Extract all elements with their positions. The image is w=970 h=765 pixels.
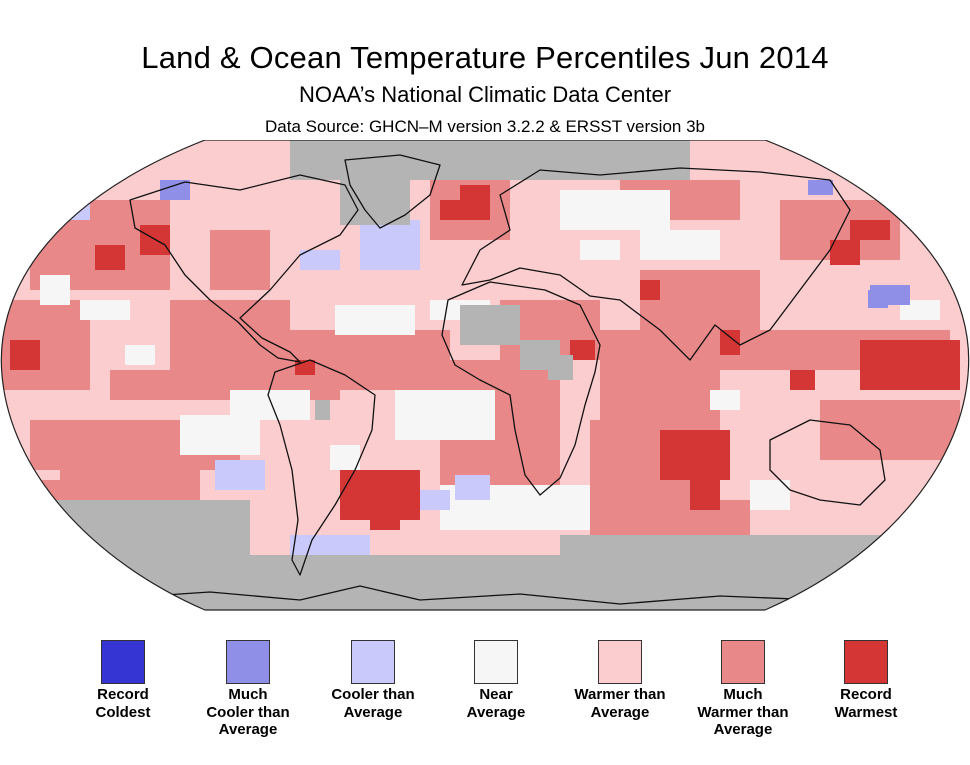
antarctica-outline bbox=[119, 585, 871, 606]
no-data-cell bbox=[340, 175, 410, 225]
percentile-grid bbox=[1, 140, 969, 610]
continent-outlines bbox=[119, 154, 886, 606]
record-warmest-cell bbox=[860, 340, 960, 390]
record-warmest-cell bbox=[690, 470, 720, 510]
north-america-outline bbox=[129, 174, 359, 363]
near-average-cell bbox=[40, 275, 70, 305]
legend-label: Cooler than Average bbox=[331, 686, 415, 721]
legend-swatch bbox=[226, 640, 270, 684]
no-data-cell bbox=[460, 305, 520, 345]
map-subtitle: NOAA’s National Climatic Data Center bbox=[298, 82, 672, 107]
cooler-cell bbox=[60, 200, 90, 220]
record-warmest-cell bbox=[790, 370, 815, 390]
legend-near-average: Near Average bbox=[431, 640, 561, 721]
legend-label: Record Coldest bbox=[95, 686, 151, 721]
near-average-cell bbox=[180, 415, 260, 455]
much-warmer-cell bbox=[820, 400, 960, 460]
greenland-outline bbox=[344, 154, 441, 229]
near-average-cell bbox=[580, 240, 620, 260]
legend-swatch bbox=[598, 640, 642, 684]
legend-cooler: Cooler than Average bbox=[308, 640, 438, 721]
much-cooler-cell bbox=[870, 285, 910, 305]
near-average-cell bbox=[230, 390, 310, 420]
record-warmest-cell bbox=[460, 185, 490, 220]
legend-label: Much Cooler than Average bbox=[206, 686, 290, 738]
legend-label: Record Warmest bbox=[834, 686, 898, 721]
much-cooler-cell bbox=[160, 180, 190, 200]
no-data-cell bbox=[548, 355, 573, 380]
record-warmest-cell bbox=[10, 340, 40, 370]
much-warmer-cell bbox=[210, 230, 270, 290]
legend-swatch bbox=[844, 640, 888, 684]
legend: Record Coldest Much Cooler than Average … bbox=[0, 640, 970, 765]
australia-outline bbox=[769, 419, 886, 506]
cooler-cell bbox=[455, 475, 490, 500]
record-warmest-cell bbox=[95, 245, 125, 270]
near-average-cell bbox=[125, 345, 155, 365]
near-average-cell bbox=[330, 445, 360, 470]
map-title: Land & Ocean Temperature Percentiles Jun… bbox=[141, 40, 829, 75]
near-average-cell bbox=[395, 390, 495, 440]
record-warmest-cell bbox=[830, 240, 860, 265]
legend-much-cooler: Much Cooler than Average bbox=[183, 640, 313, 739]
legend-swatch bbox=[101, 640, 145, 684]
legend-record-warmest: Record Warmest bbox=[801, 640, 931, 721]
near-average-cell bbox=[640, 230, 720, 260]
near-average-cell bbox=[80, 300, 130, 320]
cooler-cell bbox=[215, 460, 265, 490]
cooler-cell bbox=[290, 535, 370, 555]
no-data-cell bbox=[315, 400, 330, 420]
eurasia-outline bbox=[461, 167, 851, 361]
legend-record-coldest: Record Coldest bbox=[58, 640, 188, 721]
legend-warmer: Warmer than Average bbox=[555, 640, 685, 721]
south-america-outline bbox=[267, 359, 376, 576]
record-warmest-cell bbox=[440, 200, 460, 220]
record-warmest-cell bbox=[370, 500, 400, 530]
legend-much-warmer: Much Warmer than Average bbox=[678, 640, 808, 739]
legend-label: Warmer than Average bbox=[574, 686, 666, 721]
world-map bbox=[0, 140, 970, 611]
legend-swatch bbox=[474, 640, 518, 684]
near-average-cell bbox=[750, 480, 790, 510]
near-average-cell bbox=[335, 305, 415, 335]
data-source-label: Data Source: GHCN–M version 3.2.2 & ERSS… bbox=[265, 117, 705, 136]
near-average-cell bbox=[560, 190, 670, 230]
near-average-cell bbox=[710, 390, 740, 410]
cooler-cell bbox=[360, 220, 420, 270]
record-warmest-cell bbox=[640, 280, 660, 300]
cooler-cell bbox=[300, 250, 340, 270]
legend-label: Much Warmer than Average bbox=[697, 686, 789, 738]
no-data-cell bbox=[190, 500, 250, 540]
legend-swatch bbox=[721, 640, 765, 684]
record-warmest-cell bbox=[850, 220, 890, 240]
no-data-cell bbox=[560, 535, 969, 565]
legend-label: Near Average bbox=[466, 686, 526, 721]
legend-swatch bbox=[351, 640, 395, 684]
much-cooler-cell bbox=[808, 180, 833, 195]
africa-outline bbox=[441, 281, 601, 496]
record-warmest-cell bbox=[720, 330, 740, 355]
record-warmest-cell bbox=[570, 340, 595, 360]
cooler-cell bbox=[420, 490, 450, 510]
